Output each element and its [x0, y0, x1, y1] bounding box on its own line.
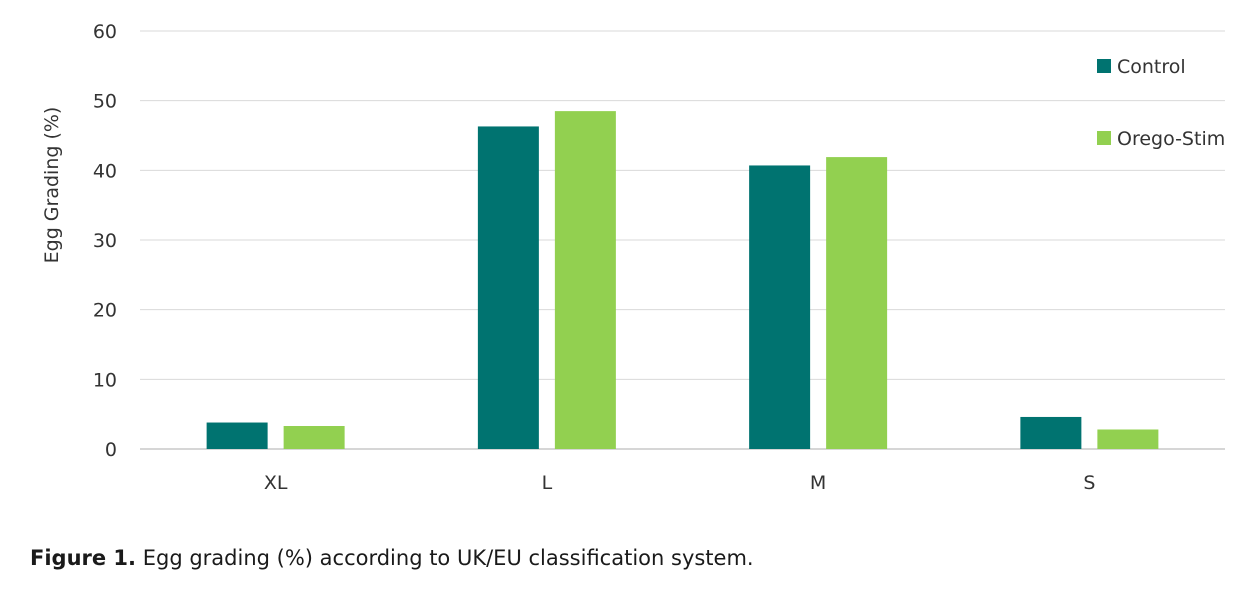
bar-control-m	[749, 165, 811, 449]
y-tick-label: 40	[93, 160, 117, 182]
bar-control-s	[1020, 416, 1082, 449]
y-tick-label: 50	[93, 91, 117, 113]
y-axis-ticks: 0 10 20 30 40 50 60	[93, 21, 117, 461]
figure-caption: Figure 1. Egg grading (%) according to U…	[30, 546, 754, 570]
bar-orego-stim-l	[554, 111, 616, 449]
legend-label: Orego-Stim	[1117, 128, 1225, 150]
bar-orego-stim-s	[1097, 429, 1159, 449]
legend-swatch	[1097, 131, 1111, 145]
bars	[206, 111, 1159, 450]
x-tick-label: M	[810, 472, 826, 494]
x-tick-label: L	[542, 472, 553, 494]
legend-swatch	[1097, 59, 1111, 73]
legend: Control Orego-Stim	[1097, 56, 1225, 150]
bar-orego-stim-xl	[283, 426, 345, 449]
y-tick-label: 20	[93, 300, 117, 322]
x-tick-label: XL	[264, 472, 288, 494]
x-axis-ticks: XL L M S	[264, 472, 1096, 494]
x-tick-label: S	[1083, 472, 1095, 494]
bar-chart: 0 10 20 30 40 50 60 XL L M S Egg Grading (%) Cont…	[41, 21, 1225, 494]
y-tick-label: 10	[93, 369, 117, 391]
bar-orego-stim-m	[826, 157, 888, 449]
bar-control-xl	[206, 422, 268, 449]
y-axis-label: Egg Grading (%)	[41, 107, 63, 264]
legend-label: Control	[1117, 56, 1186, 78]
gridlines	[140, 30, 1225, 380]
y-tick-label: 60	[93, 21, 117, 43]
caption-label: Figure 1.	[30, 546, 137, 570]
caption-text: Egg grading (%) according to UK/EU class…	[142, 546, 754, 570]
y-tick-label: 30	[93, 230, 117, 252]
y-tick-label: 0	[105, 439, 117, 461]
bar-control-l	[477, 126, 539, 450]
